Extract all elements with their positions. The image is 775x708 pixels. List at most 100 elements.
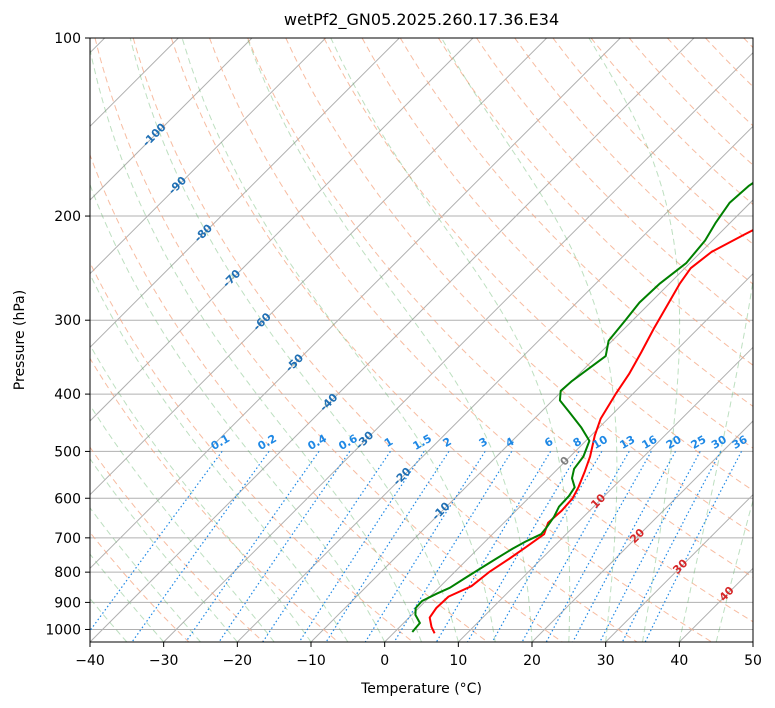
isotherm-gridline	[90, 38, 327, 275]
mixing-ratio-line	[393, 451, 513, 642]
isotherm-gridline	[90, 38, 474, 422]
mixing-ratio-line	[466, 451, 580, 642]
dry-adiabat-line	[170, 38, 712, 642]
x-tick-label: −30	[149, 653, 179, 669]
mixing-ratio-label: 0.2	[256, 432, 279, 453]
dry-adiabat-line	[361, 38, 753, 449]
x-tick-label: −10	[296, 653, 326, 669]
y-tick-label: 400	[54, 387, 81, 403]
isotherm-gridline	[752, 641, 753, 642]
x-axis-title: Temperature (°C)	[360, 681, 482, 697]
x-tick-label: 50	[744, 653, 762, 669]
mixing-ratio-line	[185, 451, 320, 642]
moist-adiabat-line	[90, 553, 165, 642]
dry-adiabat-line	[90, 357, 339, 642]
moist-adiabat-line	[90, 273, 349, 642]
mixing-ratio-line	[131, 451, 270, 642]
dry-adiabat-line	[667, 38, 753, 127]
dry-adiabat-line	[285, 38, 753, 535]
moist-adiabat-line	[90, 457, 238, 642]
isotherm-gridline	[90, 38, 548, 496]
mixing-ratio-label: 1.5	[411, 432, 434, 453]
moist-adiabat-line	[588, 38, 681, 642]
y-axis-title: Pressure (hPa)	[12, 290, 28, 390]
isotherm-gridline	[678, 567, 753, 642]
isotherm-gridline	[384, 272, 753, 642]
dry-adiabat-line	[743, 38, 753, 49]
dry-adiabat-line	[90, 446, 264, 642]
chart-title: wetPf2_GN05.2025.260.17.36.E34	[284, 10, 559, 30]
y-tick-label: 200	[54, 209, 81, 225]
isotherm-gridline	[163, 51, 753, 642]
moist-adiabat-line	[715, 498, 753, 642]
plot-frame	[89, 37, 754, 643]
isotherm-gridline	[457, 346, 753, 642]
moist-adiabat-line	[90, 46, 422, 642]
mixing-ratio-label: 10	[590, 433, 610, 452]
dry-adiabat-line	[90, 261, 414, 642]
mixing-ratio-line	[621, 451, 722, 642]
y-tick-label: 300	[54, 313, 81, 329]
moist-adiabat-line	[90, 507, 201, 642]
moist-adiabat-line	[90, 183, 386, 642]
y-tick-label: 700	[54, 531, 81, 547]
moist-adiabat-line	[90, 597, 128, 642]
y-tick-label: 1000	[45, 622, 81, 638]
isotherm-gridline	[90, 38, 695, 642]
moist-adiabat-line	[90, 344, 312, 642]
isotherm-gridline	[90, 38, 400, 349]
y-tick-label: 500	[54, 444, 81, 460]
mixing-ratio-line	[572, 451, 677, 642]
isotherm-gridline	[90, 38, 621, 570]
x-tick-label: 10	[449, 653, 467, 669]
isotherm-gridline	[90, 38, 253, 201]
dry-adiabat-line	[323, 38, 753, 492]
mixing-ratio-label: 8	[571, 435, 584, 450]
y-tick-label: 800	[54, 565, 81, 581]
isotherm-gridline	[531, 420, 753, 642]
dry-adiabat-line	[399, 38, 753, 408]
dry-adiabat-line	[590, 38, 753, 206]
mixing-ratio-line	[325, 451, 450, 642]
moist-adiabat-line	[129, 38, 459, 642]
mixing-ratio-line	[364, 451, 486, 642]
isotherm-gridline	[236, 125, 753, 642]
mixing-ratio-label: 25	[689, 433, 709, 452]
y-tick-label: 600	[54, 491, 81, 507]
temperature-profile-line	[428, 229, 753, 634]
x-tick-label: −40	[75, 653, 105, 669]
x-tick-label: 20	[523, 653, 541, 669]
dry-adiabat-line	[94, 38, 563, 642]
mixing-ratio-line	[90, 451, 223, 632]
moist-adiabat-line	[678, 38, 753, 642]
x-tick-label: −20	[223, 653, 253, 669]
dry-adiabat-line	[247, 38, 753, 578]
mixing-ratio-line	[521, 451, 630, 642]
dewpoint-profile-line	[411, 181, 753, 633]
moist-adiabat-line	[330, 38, 571, 642]
x-tick-label: 0	[380, 653, 389, 669]
moist-adiabat-line	[181, 38, 496, 642]
y-tick-label: 100	[54, 31, 81, 47]
y-tick-label: 900	[54, 595, 81, 611]
mixing-ratio-label: 30	[709, 433, 729, 452]
isotherm-gridline	[605, 493, 753, 642]
moist-adiabat-line	[246, 38, 533, 642]
dry-adiabat-line	[209, 38, 753, 623]
mixing-ratio-label: 16	[640, 433, 660, 452]
moist-adiabat-line	[90, 404, 275, 642]
mixing-ratio-line	[218, 451, 351, 642]
mixing-ratio-label: 0.4	[306, 432, 330, 453]
mixing-ratio-line	[262, 451, 391, 642]
mixing-ratio-label: 36	[730, 433, 750, 452]
dry-adiabat-line	[437, 38, 753, 366]
isotherm-value-label: 10	[588, 491, 608, 511]
mixing-ratio-line	[435, 451, 552, 642]
dry-adiabat-line	[132, 38, 638, 642]
dry-adiabat-line	[90, 153, 488, 642]
dry-adiabat-line	[552, 38, 753, 245]
mixing-ratio-label: 6	[542, 435, 555, 450]
mixing-ratio-label: 1	[382, 435, 395, 450]
dry-adiabat-line	[705, 38, 753, 88]
